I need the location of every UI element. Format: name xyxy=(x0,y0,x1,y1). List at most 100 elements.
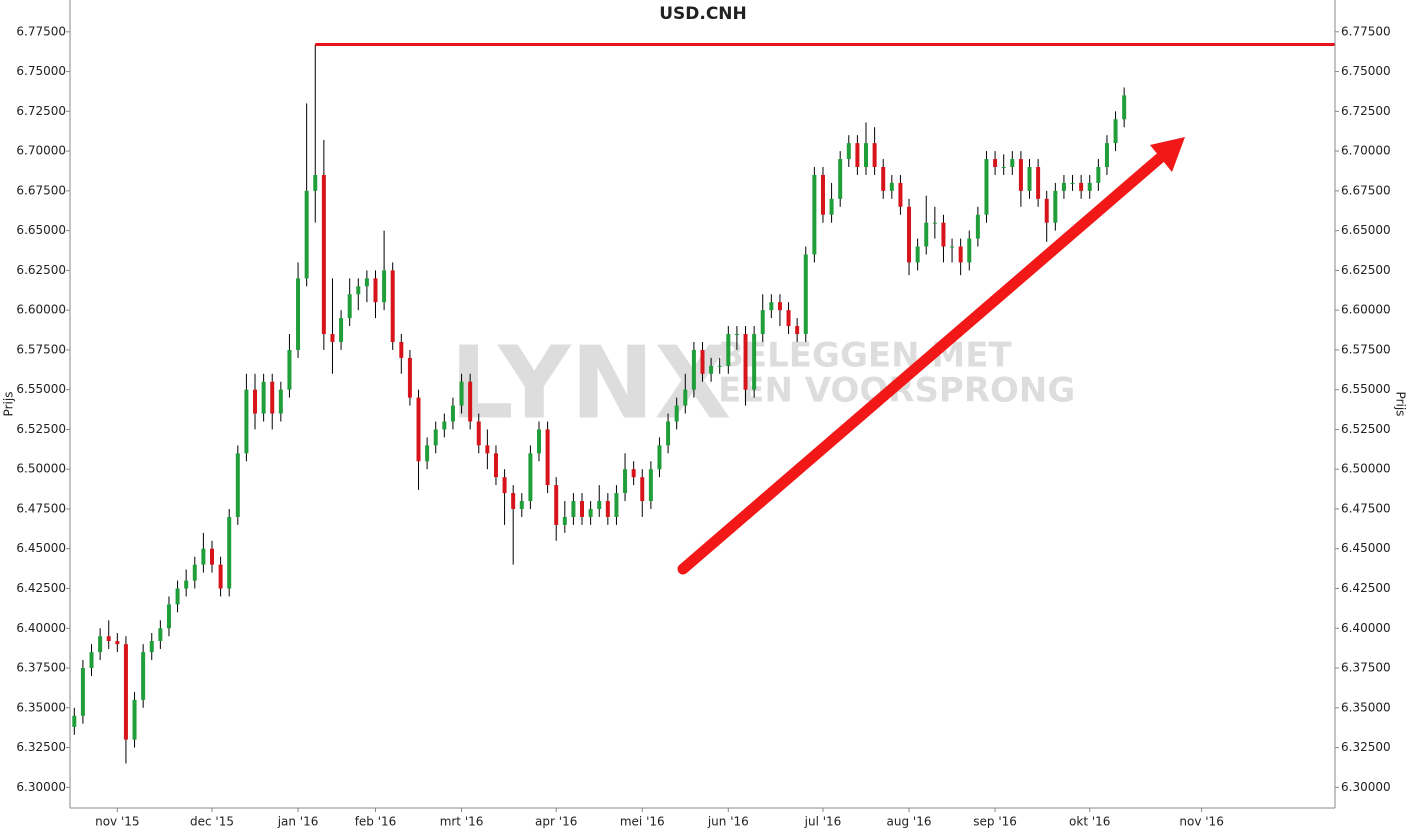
candle-body xyxy=(72,715,77,727)
y-tick-label: 6.70000 xyxy=(16,144,66,158)
candle-body xyxy=(304,190,309,279)
candle-body xyxy=(580,501,585,517)
candle-body xyxy=(924,222,929,247)
y2-tick-label: 6.30000 xyxy=(1341,780,1391,794)
candle-body xyxy=(691,349,696,390)
y2-tick-label: 6.37500 xyxy=(1341,661,1391,675)
candle-body xyxy=(786,310,791,327)
candle-body xyxy=(364,278,369,287)
candle-body xyxy=(1010,159,1015,168)
candle-body xyxy=(330,334,335,342)
y-tick-label: 6.55000 xyxy=(16,382,66,396)
candle-body xyxy=(666,421,671,446)
candle-body xyxy=(244,389,249,454)
y2-tick-label: 6.70000 xyxy=(1341,144,1391,158)
x-tick-label: dec '15 xyxy=(190,815,234,829)
candle-body xyxy=(149,640,154,653)
candle-body xyxy=(674,405,679,422)
candle-body xyxy=(777,302,782,311)
candle-body xyxy=(433,429,438,446)
y2-tick-label: 6.72500 xyxy=(1341,104,1391,118)
y-tick-label: 6.75000 xyxy=(16,64,66,78)
y2-axis-label: Prijs xyxy=(1394,392,1408,417)
candle-body xyxy=(450,405,455,422)
candle-body xyxy=(743,334,748,390)
arrow-head xyxy=(1150,137,1185,172)
candle-body xyxy=(253,389,258,414)
y-tick-label: 6.40000 xyxy=(16,621,66,635)
candle-body xyxy=(442,421,447,430)
candle-body xyxy=(1001,167,1006,169)
y2-tick-label: 6.47500 xyxy=(1341,501,1391,515)
candle-body xyxy=(623,469,628,494)
y-tick-label: 6.57500 xyxy=(16,342,66,356)
plot xyxy=(72,43,1335,764)
candle-body xyxy=(864,143,869,168)
y-tick-label: 6.50000 xyxy=(16,462,66,476)
x-tick-label: jan '16 xyxy=(277,815,319,829)
candle-body xyxy=(270,381,275,414)
candle-body xyxy=(605,501,610,517)
watermark-line1: BELEGGEN MET xyxy=(718,336,1012,376)
candle-body xyxy=(1096,167,1101,183)
candle-body xyxy=(881,167,886,191)
candle-body xyxy=(98,636,103,653)
candle-body xyxy=(950,246,955,248)
candle-body xyxy=(218,564,223,589)
candle-body xyxy=(803,254,808,335)
candle-body xyxy=(287,349,292,390)
y-tick-label: 6.72500 xyxy=(16,104,66,118)
y-tick-label: 6.32500 xyxy=(16,740,66,754)
candle-body xyxy=(132,699,137,740)
y-tick-label: 6.30000 xyxy=(16,780,66,794)
candle-body xyxy=(769,302,774,311)
candle-body xyxy=(468,381,473,422)
candle-body xyxy=(416,397,421,462)
candle-body xyxy=(709,365,714,374)
candle-body xyxy=(296,278,301,350)
candle-body xyxy=(932,222,937,224)
candle-body xyxy=(313,174,318,191)
candle-body xyxy=(201,548,206,565)
y-tick-label: 6.37500 xyxy=(16,661,66,675)
y2-tick-label: 6.42500 xyxy=(1341,581,1391,595)
candle-body xyxy=(915,246,920,263)
trend-arrow xyxy=(677,137,1185,575)
x-tick-label: feb '16 xyxy=(355,815,397,829)
candle-body xyxy=(425,445,430,462)
candle-body xyxy=(562,516,567,525)
y-tick-label: 6.47500 xyxy=(16,501,66,515)
candle-body xyxy=(141,652,146,700)
candle-body xyxy=(123,644,128,740)
candle-body xyxy=(838,159,843,199)
candle-body xyxy=(648,469,653,502)
candle-body xyxy=(760,310,765,335)
y2-tick-label: 6.45000 xyxy=(1341,541,1391,555)
y2-tick-label: 6.75000 xyxy=(1341,64,1391,78)
watermark-logo: LYNX xyxy=(450,324,731,441)
watermark: LYNX BELEGGEN MET EEN VOORSPRONG xyxy=(450,324,1075,441)
chart-title: USD.CNH xyxy=(659,4,747,24)
candle-body xyxy=(820,174,825,215)
candle-body xyxy=(476,421,481,446)
candle-body xyxy=(339,318,344,342)
candle-body xyxy=(554,485,559,525)
y2-tick-label: 6.57500 xyxy=(1341,342,1391,356)
candle-body xyxy=(493,453,498,478)
candle-body xyxy=(597,501,602,509)
candle-body xyxy=(502,477,507,494)
y-tick-label: 6.45000 xyxy=(16,541,66,555)
candle-body xyxy=(175,588,180,605)
candle-body xyxy=(1061,182,1066,191)
y2-tick-label: 6.62500 xyxy=(1341,263,1391,277)
x-tick-label: mei '16 xyxy=(620,815,665,829)
candle-body xyxy=(726,334,731,366)
y-tick-label: 6.60000 xyxy=(16,303,66,317)
candle-body xyxy=(545,429,550,486)
candle-body xyxy=(261,381,266,414)
candle-body xyxy=(1070,182,1075,184)
candle-body xyxy=(614,493,619,517)
candle-body xyxy=(683,389,688,406)
candle-body xyxy=(373,278,378,303)
